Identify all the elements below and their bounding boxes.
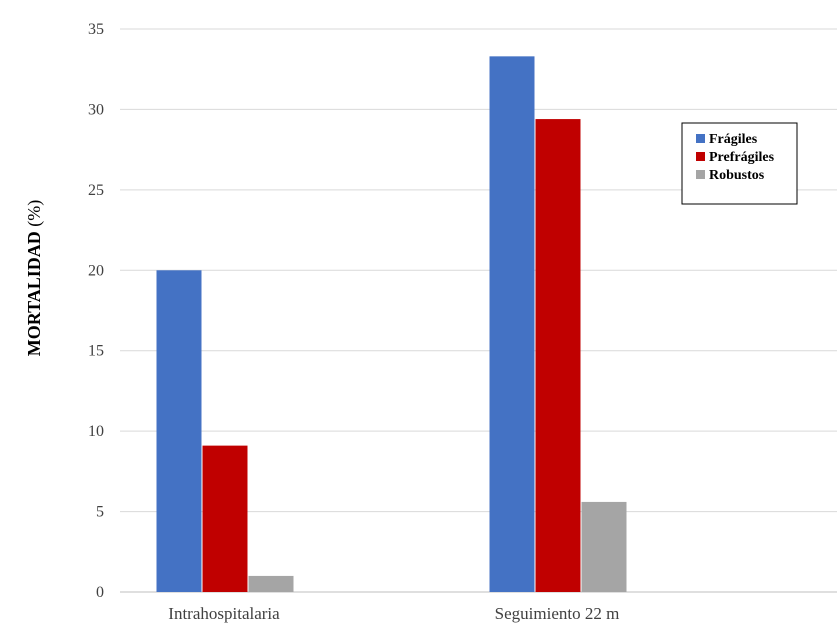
bar xyxy=(156,270,202,592)
y-axis-label-main: MORTALIDAD xyxy=(24,231,44,356)
bars xyxy=(156,56,627,593)
y-tick-label: 0 xyxy=(96,584,104,601)
legend-swatch xyxy=(696,152,705,161)
legend-swatch xyxy=(696,134,705,143)
y-tick-label: 30 xyxy=(88,101,104,118)
y-axis-label: MORTALIDAD (%) xyxy=(24,200,45,357)
legend-label: Prefrágiles xyxy=(709,150,775,165)
y-axis-label-unit: (%) xyxy=(24,200,45,227)
bar xyxy=(202,445,248,592)
legend: Frágiles Prefrágiles Robustos xyxy=(681,122,798,205)
y-tick-label: 25 xyxy=(88,182,104,199)
y-tick-label: 15 xyxy=(88,343,104,360)
x-category-label: Intrahospitalaria xyxy=(168,604,280,623)
legend-label: Robustos xyxy=(709,168,765,183)
y-tick-label: 10 xyxy=(88,423,104,440)
x-category-labels: Intrahospitalaria Seguimiento 22 m xyxy=(168,604,619,623)
y-tick-label: 5 xyxy=(96,504,104,521)
bar xyxy=(489,56,535,593)
y-tick-label: 35 xyxy=(88,21,104,38)
legend-swatch xyxy=(696,170,705,179)
y-tick-label: 20 xyxy=(88,262,104,279)
legend-label: Frágiles xyxy=(709,132,758,147)
bar xyxy=(581,501,627,592)
bar xyxy=(535,119,581,592)
y-tick-labels: 0 5 10 15 20 25 30 35 xyxy=(88,21,104,601)
bar xyxy=(248,575,294,592)
x-category-label: Seguimiento 22 m xyxy=(495,604,620,623)
